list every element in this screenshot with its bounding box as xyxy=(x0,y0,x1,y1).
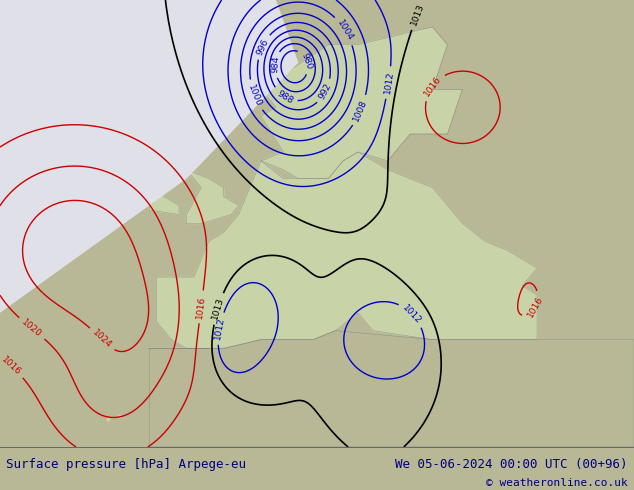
Polygon shape xyxy=(261,27,462,179)
Text: 984: 984 xyxy=(270,56,280,74)
Text: Surface pressure [hPa] Arpege-eu: Surface pressure [hPa] Arpege-eu xyxy=(6,458,247,471)
Polygon shape xyxy=(149,331,634,447)
Text: 996: 996 xyxy=(255,37,270,56)
Text: We 05-06-2024 00:00 UTC (00+96): We 05-06-2024 00:00 UTC (00+96) xyxy=(395,458,628,471)
Text: 1013: 1013 xyxy=(409,2,425,27)
Text: © weatheronline.co.uk: © weatheronline.co.uk xyxy=(486,478,628,488)
Text: 1016: 1016 xyxy=(526,294,545,319)
Text: 1000: 1000 xyxy=(246,83,263,108)
Text: 980: 980 xyxy=(299,51,314,71)
Polygon shape xyxy=(149,188,179,215)
Polygon shape xyxy=(0,0,75,63)
Text: 992: 992 xyxy=(318,82,333,101)
Text: 1020: 1020 xyxy=(20,318,44,339)
Polygon shape xyxy=(45,72,127,107)
Polygon shape xyxy=(149,152,537,348)
Text: 1004: 1004 xyxy=(335,19,355,43)
Text: 1008: 1008 xyxy=(352,98,369,123)
Polygon shape xyxy=(328,0,634,179)
Text: 988: 988 xyxy=(275,89,294,105)
Text: 1012: 1012 xyxy=(213,317,226,341)
Polygon shape xyxy=(179,134,238,223)
Text: 1016: 1016 xyxy=(0,355,23,377)
Text: 1016: 1016 xyxy=(422,74,443,98)
Text: 1012: 1012 xyxy=(382,71,395,95)
Text: 1013: 1013 xyxy=(210,296,226,321)
Text: 1016: 1016 xyxy=(195,295,207,319)
Text: 1024: 1024 xyxy=(91,328,113,350)
Text: 1012: 1012 xyxy=(401,303,424,325)
Polygon shape xyxy=(0,0,299,313)
